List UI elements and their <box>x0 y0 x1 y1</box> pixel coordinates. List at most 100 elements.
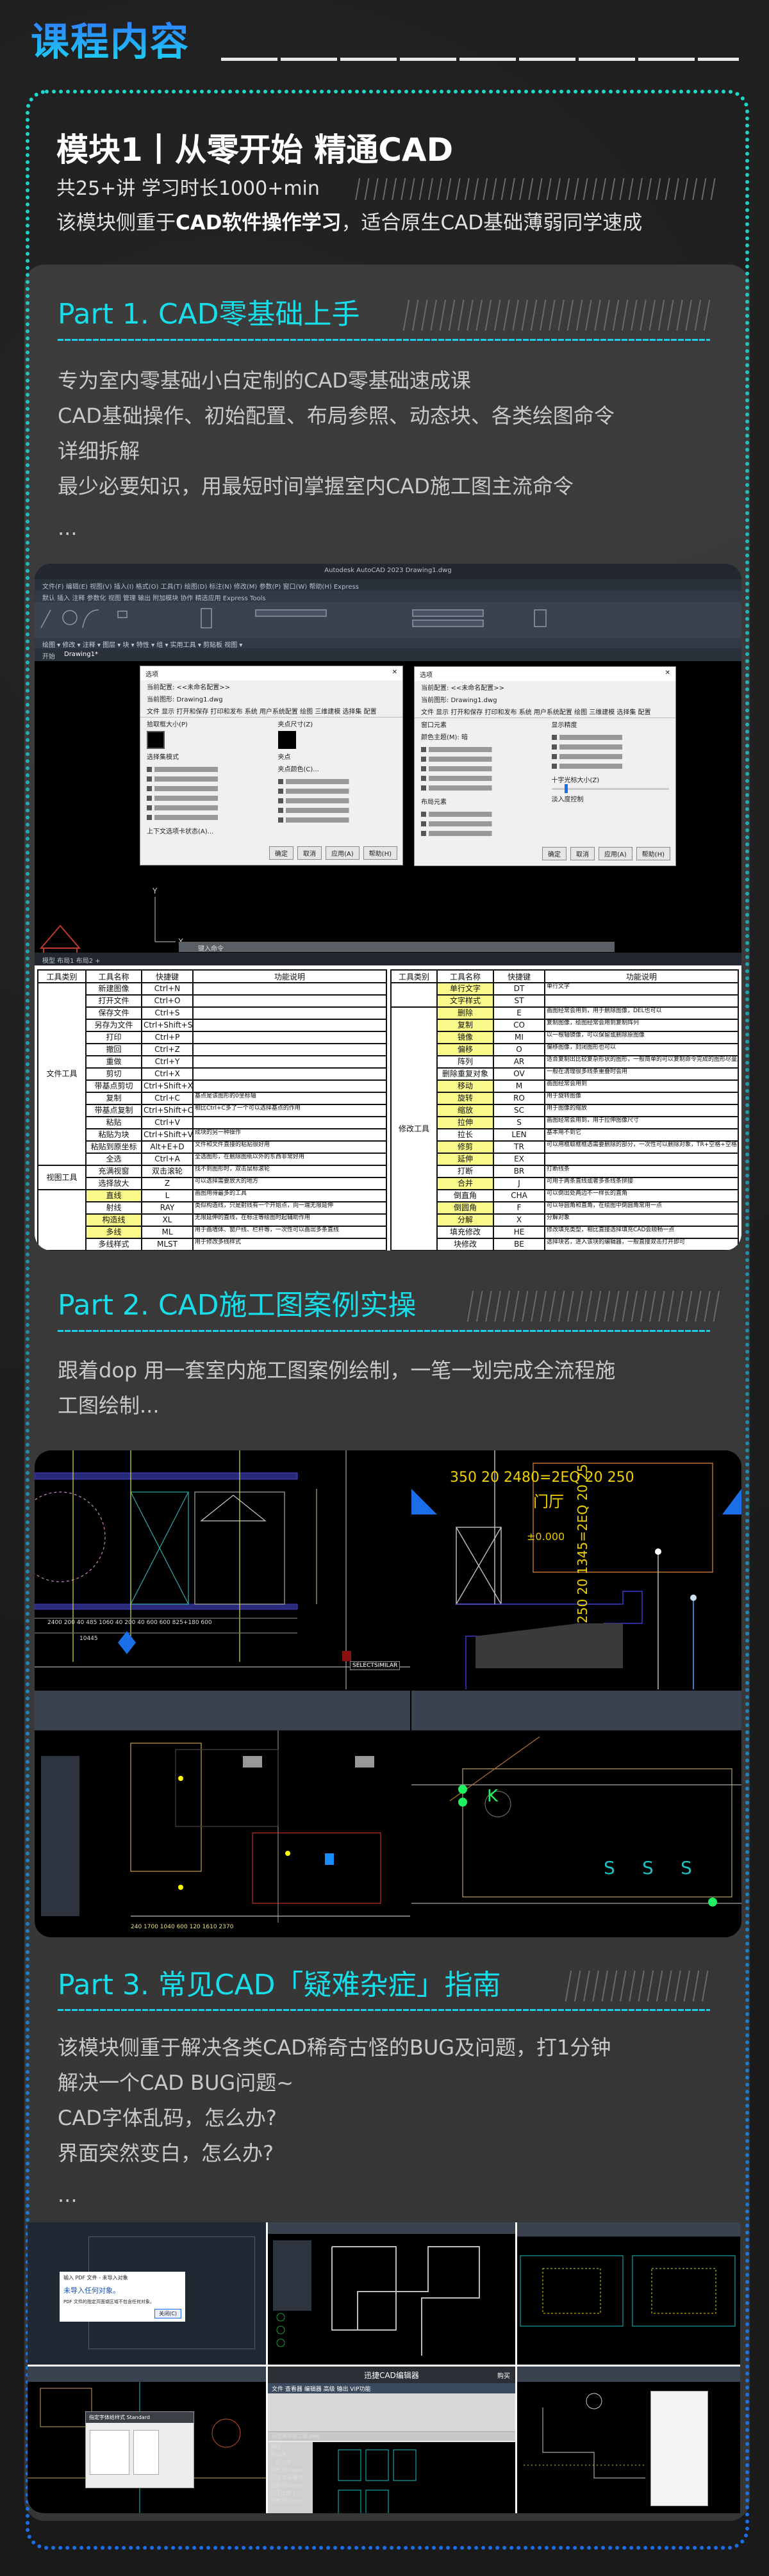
part2-title: Part 2. CAD施工图案例实操 <box>58 1289 417 1322</box>
help-button[interactable]: 帮助(H) <box>636 847 670 860</box>
ribbon-panel <box>35 1691 410 1730</box>
tool-name: 阵列 <box>436 1055 494 1069</box>
table-row: 粘贴 Ctrl+V <box>38 1116 387 1129</box>
shortcut-key: Ctrl+V <box>141 1116 194 1129</box>
col-header: 功能说明 <box>192 969 387 983</box>
function-desc: 用于图像的缩放 <box>544 1104 739 1117</box>
crosshair-slider[interactable] <box>551 784 669 793</box>
prop-row: 默认值 <box>270 2452 286 2457</box>
dialog-label: 夹点 <box>277 754 291 761</box>
tab-drawing1[interactable]: Drawing1* <box>64 651 98 658</box>
shortcut-key: BE <box>493 1238 545 1251</box>
desc-bold: CAD软件操作学习 <box>176 211 342 234</box>
desc-text: ，适合原生CAD基础薄弱同学速成 <box>341 211 643 234</box>
close-icon[interactable]: ✕ <box>665 669 670 677</box>
table-row: 复制 CO 复制图像，绘图经常会用到复制阵列 <box>391 1019 739 1032</box>
module-subtitle: 共25+讲 学习时长1000+min <box>56 177 320 200</box>
tool-name: 移动 <box>436 1079 494 1093</box>
tool-name: 删除 <box>436 1006 494 1020</box>
table-row: 粘贴为块 Ctrl+Shift+V 成块的另一种操作 <box>38 1128 387 1142</box>
dialog-title: 指定字体给样式 Standard <box>86 2412 194 2423</box>
editor-tabs[interactable]: 文件 查看器 编辑器 高级 输出 VIP功能 <box>268 2383 515 2393</box>
table-row: 粘贴到原坐标 Alt+E+D 文件和文件直接的粘贴很好用 <box>38 1140 387 1154</box>
ucs-icon: YX <box>39 887 183 965</box>
function-desc: 基点是该图形的0坐标轴 <box>192 1092 387 1105</box>
shortcut-key: 双击滚轮 <box>141 1165 194 1178</box>
tool-name: 分解 <box>436 1213 494 1227</box>
ribbon-group-labels: 绘图 ▾ 修改 ▾ 注释 ▾ 图层 ▾ 块 ▾ 特性 ▾ 组 ▾ 实用工具 ▾ … <box>35 638 741 648</box>
cancel-button[interactable]: 取消 <box>570 847 595 860</box>
module-description: 该模块侧重于CAD软件操作学习，适合原生CAD基础薄弱同学速成 <box>56 211 642 234</box>
floorplan-lines <box>273 2240 480 2356</box>
editor-canvas <box>313 2442 515 2513</box>
app-title: Autodesk AutoCAD 2023 Drawing1.dwg <box>324 567 452 574</box>
tool-name: 合并 <box>436 1177 494 1190</box>
buy-button[interactable]: 购买 <box>497 2372 510 2380</box>
function-desc <box>192 994 387 1008</box>
ribbon-tabs[interactable]: 默认 插入 注释 参数化 视图 管理 输出 附加模块 协作 精选应用 Expre… <box>35 591 741 602</box>
close-button[interactable]: 关闭(C) <box>154 2309 181 2318</box>
shortcut-key: Ctrl+Shift+V <box>141 1128 194 1142</box>
hatch-decoration <box>465 1291 721 1322</box>
page-title: 课程内容 <box>31 20 190 65</box>
font-list[interactable] <box>90 2430 129 2475</box>
bigfont-list[interactable] <box>133 2430 159 2475</box>
dialog-label: 夹点尺寸(Z) <box>277 721 313 728</box>
dialog-titlebar: 选项 ✕ <box>415 667 675 681</box>
dialog-tabs[interactable]: 文件 显示 打开和保存 打印和发布 系统 用户系统配置 绘图 三维建模 选择集 … <box>140 705 402 718</box>
tool-name: 充满视窗 <box>85 1165 142 1178</box>
tool-name: 拉伸 <box>436 1116 494 1129</box>
tool-category <box>390 982 438 1008</box>
table-row: 删除重复对象 OV 一般在清理很多线条重叠时会用 <box>391 1067 739 1081</box>
menu-bar[interactable]: 文件(F) 编辑(E) 视图(V) 插入(I) 格式(O) 工具(T) 绘图(D… <box>35 579 741 591</box>
tool-category: 视图工具 <box>37 1165 87 1190</box>
elevation-thumbnails <box>338 2449 417 2513</box>
tool-name: 重做 <box>85 1055 142 1069</box>
tool-name: 延伸 <box>436 1153 494 1166</box>
cancel-button[interactable]: 取消 <box>297 846 322 860</box>
marker-s: S <box>642 1857 654 1878</box>
table-row: 缩放 SC 用于图像的缩放 <box>391 1104 739 1117</box>
function-desc: 可用于两条直线或者多条线条拼接 <box>544 1177 739 1190</box>
apply-button[interactable]: 应用(A) <box>599 847 633 860</box>
command-line[interactable]: 键入命令 <box>179 942 615 952</box>
part1-title: Part 1. CAD零基础上手 <box>58 298 360 331</box>
tool-name: 镜像 <box>436 1031 494 1044</box>
desc-text: 该模块侧重于 <box>56 211 176 234</box>
tool-name: 多线 <box>85 1226 142 1239</box>
table-row: 多线 ML 用于画墙体、窗户线、栏杆等，一次性可以画出多条直线 <box>38 1226 387 1239</box>
dialog-label: 拾取框大小(P) <box>147 721 188 728</box>
layer-panel[interactable] <box>650 2391 708 2506</box>
tab-start[interactable]: 开始 <box>42 653 55 660</box>
col-header: 工具类别 <box>37 969 87 983</box>
shortcut-key: Ctrl+N <box>141 982 194 996</box>
ok-button[interactable]: 确定 <box>542 847 567 860</box>
shortcut-key: TR <box>493 1140 545 1154</box>
text-line: CAD字体乱码，怎么办? <box>58 2106 277 2130</box>
editor-file-tab[interactable]: 别墅建筑施工图.dwg <box>268 2432 515 2441</box>
function-desc: 修改填充类型，相比直接选择填充CAD会顺畅一点 <box>544 1226 739 1239</box>
dialog-tabs[interactable]: 文件 显示 打开和保存 打印和发布 系统 用户系统配置 绘图 三维建模 选择集 … <box>415 705 675 718</box>
color-theme-select[interactable]: 颜色主题(M): 暗 <box>421 734 468 741</box>
close-icon[interactable]: ✕ <box>392 669 397 676</box>
shortcut-key: M <box>493 1079 545 1093</box>
function-desc: 一般在清理很多线条重叠时会用 <box>544 1067 739 1081</box>
elevation-drawing: 2400 200 40 485 1060 40 200 40 600 600 8… <box>35 1450 410 1689</box>
tool-name: 打断 <box>436 1165 494 1178</box>
grip-color-button[interactable]: 夹点颜色(C)... <box>277 766 319 773</box>
apply-button[interactable]: 应用(A) <box>326 846 360 860</box>
function-desc <box>192 1067 387 1081</box>
dialog-body: PDF 文件的指定页面或区域不包含任何对象。 <box>63 2299 154 2304</box>
table-row: 复制 Ctrl+C 基点是该图形的0坐标轴 <box>38 1092 387 1105</box>
dialog-button[interactable]: 上下文选项卡状态(A)... <box>147 828 214 835</box>
table-row: 选择放大 Z 可以选择需要放大的地方 <box>38 1177 387 1190</box>
shortcut-key: XL <box>141 1213 194 1227</box>
function-desc: 用于修改多线样式 <box>192 1238 387 1251</box>
function-desc <box>192 1031 387 1044</box>
help-button[interactable]: 帮助(H) <box>363 846 397 860</box>
ok-button[interactable]: 确定 <box>269 846 294 860</box>
status-bar[interactable]: 模型 布局1 布局2 + <box>35 953 741 965</box>
hatch-decoration <box>563 1971 710 2001</box>
dialog-label: 显示精度 <box>551 722 577 729</box>
bug-guide-collage: 输入 PDF 文件 - 未导入对象 未导入任何对象。 PDF 文件的指定页面或区… <box>28 2222 740 2513</box>
